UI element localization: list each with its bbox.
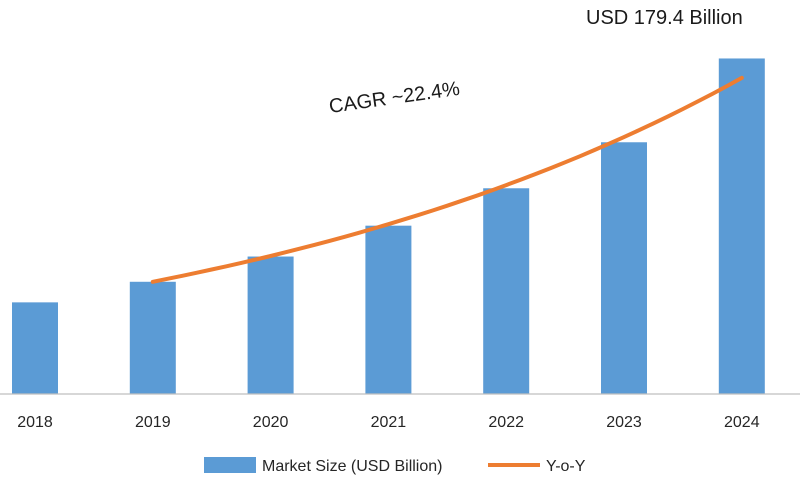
x-tick-2022: 2022	[488, 414, 524, 431]
legend-market-size-swatch	[204, 457, 256, 473]
bar-2024	[718, 58, 765, 395]
x-tick-2021: 2021	[371, 414, 407, 431]
legend: Market Size (USD Billion) Y-o-Y	[204, 457, 586, 475]
bar-2020	[247, 256, 294, 394]
bar-2019	[129, 281, 176, 394]
yoy-trend-line	[150, 75, 744, 284]
bar-2018	[12, 302, 58, 394]
x-tick-2024: 2024	[724, 414, 760, 431]
x-tick-2023: 2023	[606, 414, 642, 431]
bars-layer	[12, 58, 765, 395]
bar-2022	[483, 188, 530, 394]
bar-2021	[365, 225, 412, 394]
cagr-annotation: CAGR ~22.4%	[328, 78, 462, 118]
legend-yoy-label: Y-o-Y	[546, 458, 586, 475]
legend-market-size-label: Market Size (USD Billion)	[262, 458, 442, 475]
x-tick-2020: 2020	[253, 414, 289, 431]
last-value-annotation: USD 179.4 Billion	[586, 7, 743, 29]
bar-2023	[601, 142, 647, 394]
x-tick-2018: 2018	[17, 414, 53, 431]
x-tick-2019: 2019	[135, 414, 171, 431]
x-tick-labels: 2018 2019 2020 2021 2022 2023 2024	[17, 414, 759, 431]
